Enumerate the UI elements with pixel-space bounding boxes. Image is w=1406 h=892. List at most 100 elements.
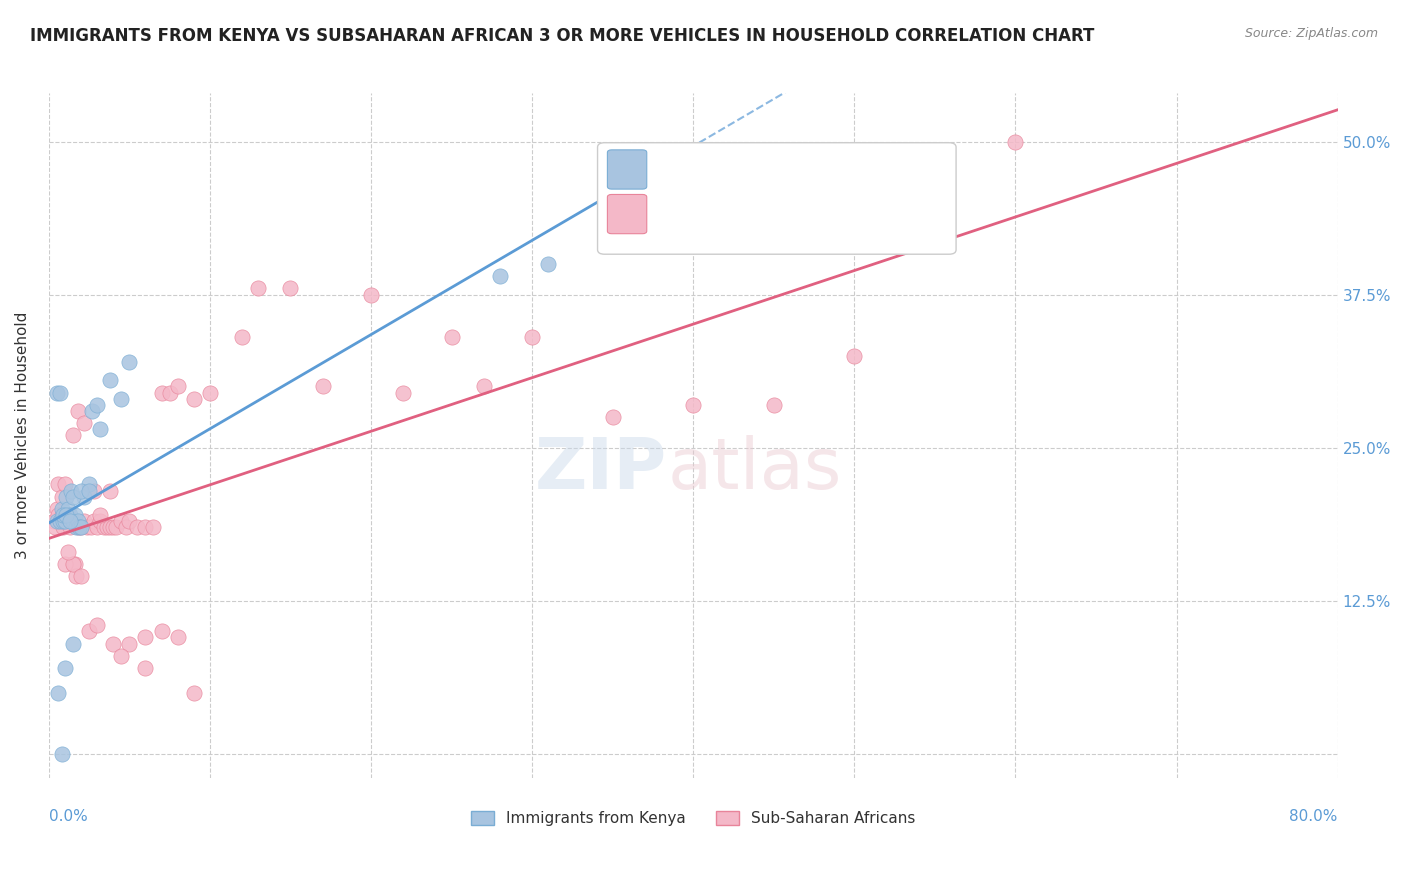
Point [51, 508, 73, 522]
Point [440, 330, 463, 344]
Point [89, 514, 111, 528]
Point [52, 520, 75, 534]
Point [53, 661, 76, 675]
Point [63, 508, 86, 522]
Point [198, 385, 221, 400]
Point [62, 514, 84, 528]
Point [65, 569, 87, 583]
Point [48, 685, 70, 699]
Point [77, 477, 100, 491]
Point [360, 287, 382, 301]
Text: 80.0%: 80.0% [1289, 809, 1337, 824]
Point [62, 428, 84, 442]
Point [118, 355, 141, 369]
Point [98, 373, 121, 387]
Point [682, 398, 704, 412]
Point [150, 385, 173, 400]
Point [118, 636, 141, 650]
Point [86, 618, 108, 632]
Point [49, 514, 72, 528]
Point [89, 508, 111, 522]
Point [62, 636, 84, 650]
Point [70, 483, 93, 498]
Point [142, 520, 165, 534]
Point [77, 483, 100, 498]
Point [55, 514, 77, 528]
Point [52, 508, 75, 522]
Text: N =: N = [759, 162, 793, 177]
Point [73, 490, 96, 504]
Point [48, 477, 70, 491]
Point [51, 501, 73, 516]
Point [45, 385, 67, 400]
Point [56, 508, 79, 522]
Point [247, 281, 270, 295]
Point [53, 557, 76, 571]
Point [89, 422, 111, 436]
Point [44, 520, 66, 534]
Point [150, 624, 173, 639]
Point [96, 520, 118, 534]
Point [134, 661, 156, 675]
Point [62, 490, 84, 504]
Point [73, 416, 96, 430]
Point [53, 508, 76, 522]
Point [98, 520, 121, 534]
Point [49, 514, 72, 528]
Point [489, 269, 512, 284]
Point [51, 747, 73, 761]
Text: R =: R = [654, 162, 688, 177]
Text: 0.256: 0.256 [693, 207, 741, 221]
Point [66, 520, 89, 534]
Point [56, 545, 79, 559]
Point [127, 520, 149, 534]
Point [51, 490, 73, 504]
Text: ZIP: ZIP [536, 435, 668, 504]
Text: 0.0%: 0.0% [49, 809, 87, 824]
Point [392, 385, 415, 400]
Point [844, 349, 866, 363]
Point [83, 514, 105, 528]
Y-axis label: 3 or more Vehicles in Household: 3 or more Vehicles in Household [15, 311, 30, 559]
Point [472, 379, 495, 393]
Point [60, 483, 83, 498]
Text: Source: ZipAtlas.com: Source: ZipAtlas.com [1244, 27, 1378, 40]
Point [166, 379, 188, 393]
Point [55, 490, 77, 504]
Point [537, 257, 560, 271]
Point [56, 501, 79, 516]
Point [83, 483, 105, 498]
Point [49, 385, 72, 400]
Point [602, 410, 624, 425]
Point [110, 514, 132, 528]
Point [280, 281, 302, 295]
Text: 76: 76 [794, 207, 815, 221]
Point [63, 557, 86, 571]
Point [134, 520, 156, 534]
Text: N =: N = [759, 207, 793, 221]
Point [70, 520, 93, 534]
Legend: Immigrants from Kenya, Sub-Saharan Africans: Immigrants from Kenya, Sub-Saharan Afric… [464, 805, 922, 832]
Point [77, 624, 100, 639]
Point [59, 508, 82, 522]
Point [67, 520, 90, 534]
Point [762, 398, 785, 412]
Point [73, 514, 96, 528]
Point [134, 631, 156, 645]
Point [70, 569, 93, 583]
Point [53, 477, 76, 491]
Point [48, 508, 70, 522]
Point [60, 514, 83, 528]
Point [520, 330, 543, 344]
Point [70, 520, 93, 534]
Point [115, 520, 138, 534]
Text: R =: R = [654, 207, 688, 221]
Point [62, 557, 84, 571]
Point [55, 508, 77, 522]
Point [59, 520, 82, 534]
Point [53, 508, 76, 522]
Text: atlas: atlas [668, 435, 842, 504]
Point [65, 520, 87, 534]
Point [59, 514, 82, 528]
Point [103, 520, 125, 534]
